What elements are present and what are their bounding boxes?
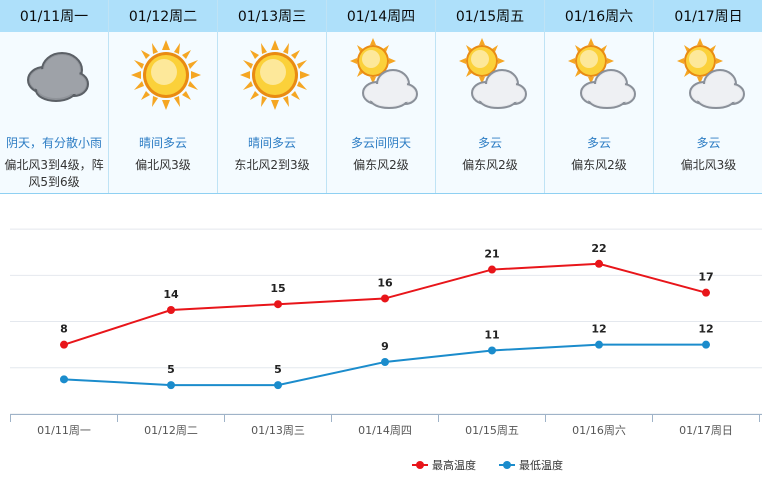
data-point (381, 294, 389, 303)
day-date: 01/14周四 (327, 0, 435, 32)
data-point (488, 265, 496, 274)
sun-icon (131, 38, 201, 113)
day-date: 01/11周一 (0, 0, 108, 32)
day-wind: 偏东风2级 (571, 158, 627, 172)
data-label: 12 (591, 323, 606, 336)
legend-marker (416, 461, 424, 469)
data-label: 22 (591, 242, 606, 255)
data-point (702, 340, 710, 349)
forecast-day: 01/14周四 (327, 0, 436, 194)
x-tick-label: 01/12周二 (144, 424, 198, 437)
temperature-chart: 01/11周一 01/12周二 01/13周三 01/14周四 01/15周五 01/16… (10, 228, 762, 472)
data-label: 8 (60, 323, 68, 336)
day-wind: 偏东风2级 (462, 158, 518, 172)
partly-cloudy-icon (567, 38, 637, 113)
day-wind: 偏北风3到4级，阵风5到6级 (4, 158, 104, 189)
data-label: 5 (274, 363, 282, 376)
day-date: 01/13周三 (218, 0, 326, 32)
x-tick-label: 01/14周四 (358, 424, 412, 437)
day-date: 01/17周日 (654, 0, 762, 32)
legend-label: 最低温度 (519, 458, 563, 472)
data-point (167, 381, 175, 390)
day-wind: 偏北风3级 (135, 158, 191, 172)
data-label: 9 (381, 340, 389, 353)
day-weather: 多云间阴天 (350, 136, 411, 150)
data-label: 12 (698, 323, 713, 336)
data-point (595, 259, 603, 268)
x-tick-label: 01/16周六 (572, 424, 626, 437)
forecast-day: 01/13周三 晴间多云 东北风2到3级 (218, 0, 327, 194)
forecast-day: 01/12周二 晴间多云 偏北风3级 (109, 0, 218, 194)
forecast-strip: 01/11周一 阴天，有分散小雨 偏北风3到4级，阵风5到6级 0 (0, 0, 762, 194)
day-wind: 东北风2到3级 (234, 158, 310, 172)
x-tick-label: 01/11周一 (37, 424, 91, 437)
overcast-cloud-icon (22, 38, 92, 113)
data-point (60, 375, 68, 384)
legend-marker (503, 461, 511, 469)
day-wind: 偏北风3级 (680, 158, 737, 172)
day-wind: 偏东风2级 (353, 158, 409, 172)
data-label: 11 (484, 328, 499, 341)
day-date: 01/15周五 (436, 0, 544, 32)
x-tick-label: 01/17周日 (679, 424, 733, 437)
partly-cloudy-icon (676, 38, 746, 113)
data-label: 17 (698, 271, 713, 284)
forecast-day: 01/15周五 (436, 0, 545, 194)
data-point (488, 346, 496, 355)
day-weather: 多云 (477, 136, 502, 150)
data-point (381, 358, 389, 366)
data-point (702, 288, 710, 297)
sun-icon (240, 38, 310, 113)
legend-label: 最高温度 (432, 458, 476, 472)
day-date: 01/12周二 (109, 0, 217, 32)
forecast-day: 01/16周六 (545, 0, 654, 194)
forecast-day: 01/17周日 (654, 0, 762, 194)
data-label: 15 (270, 282, 285, 295)
data-point (274, 300, 282, 309)
day-weather: 多云 (586, 136, 611, 150)
partly-cloudy-icon (458, 38, 528, 113)
data-point (274, 381, 282, 390)
day-weather: 阴天，有分散小雨 (5, 136, 102, 150)
divider (0, 193, 762, 194)
data-label: 21 (484, 248, 499, 261)
data-label: 16 (377, 276, 393, 289)
day-weather: 晴间多云 (247, 136, 296, 150)
partly-cloudy-icon (349, 38, 419, 113)
day-date: 01/16周六 (545, 0, 653, 32)
day-weather: 多云 (696, 136, 721, 150)
x-tick-label: 01/15周五 (465, 424, 519, 437)
x-tick-label: 01/13周三 (251, 424, 305, 437)
data-label: 14 (163, 288, 179, 301)
data-label: 5 (167, 363, 175, 376)
forecast-day: 01/11周一 阴天，有分散小雨 偏北风3到4级，阵风5到6级 (0, 0, 109, 194)
data-point (595, 340, 603, 349)
data-point (167, 306, 175, 314)
day-weather: 晴间多云 (138, 136, 187, 150)
data-point (60, 340, 68, 349)
